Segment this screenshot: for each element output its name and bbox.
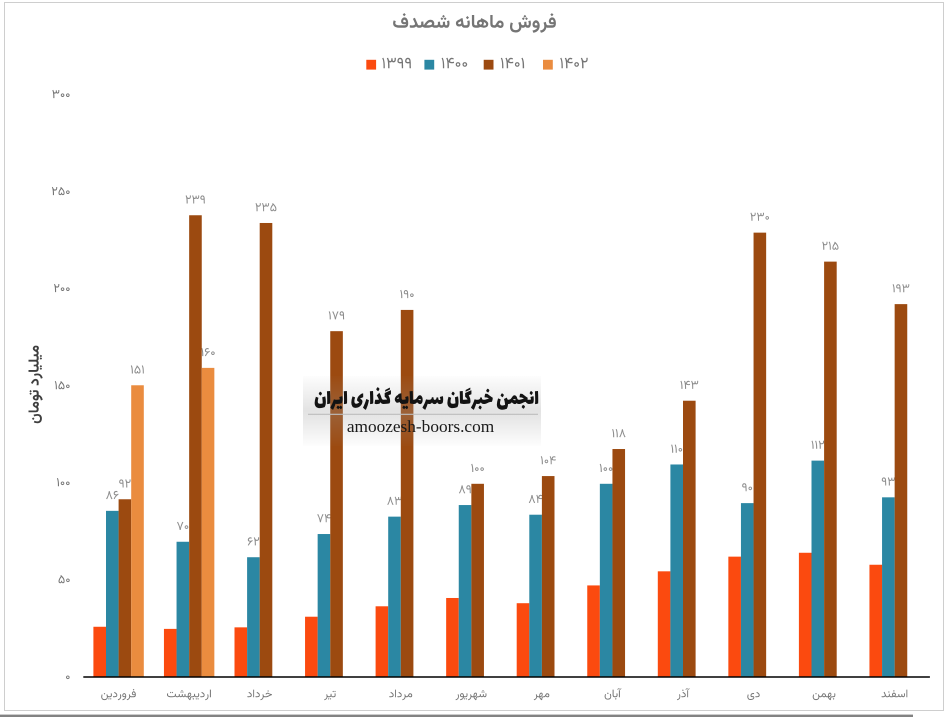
svg-text:amoozesh-boors.com: amoozesh-boors.com [347,417,495,436]
